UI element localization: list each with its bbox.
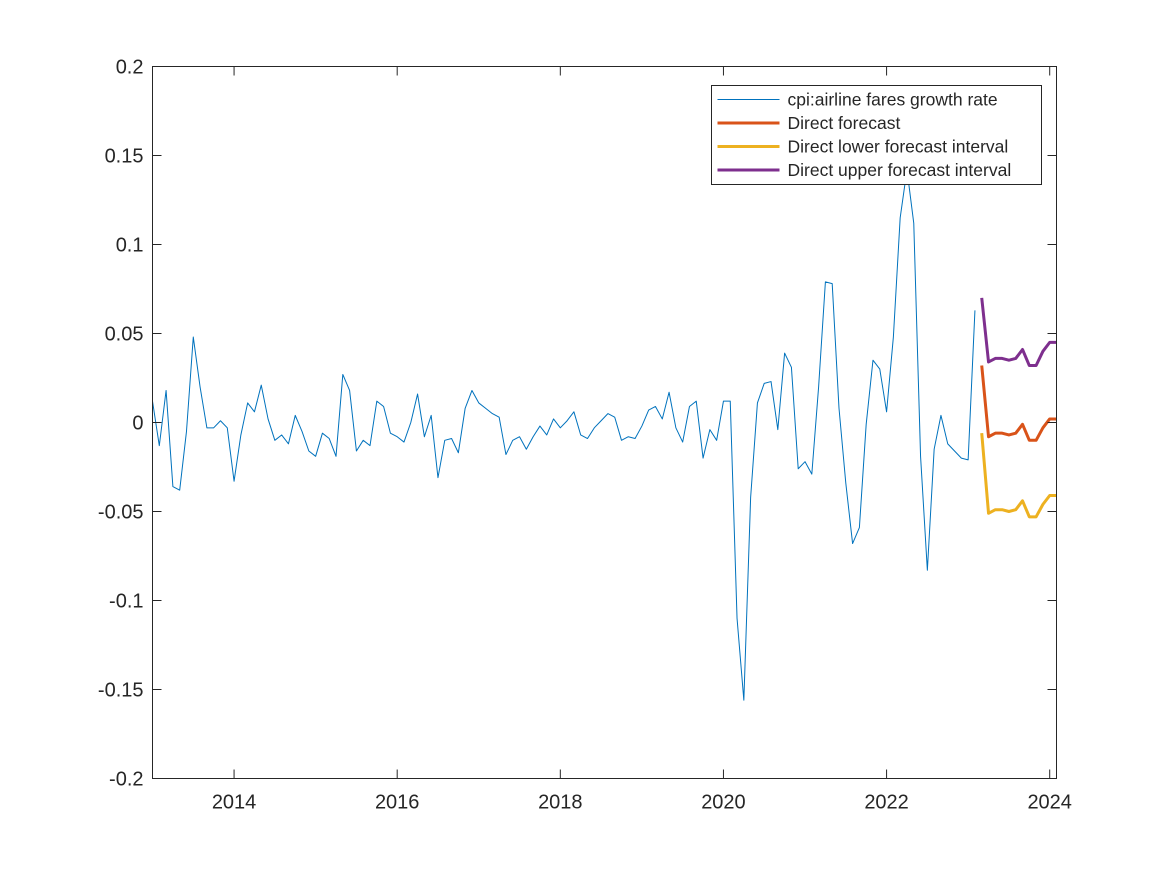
legend-label-3: Direct lower forecast interval	[788, 137, 1009, 157]
axes-layer: -0.2 -0.15 -0.1 -0.05 0 0.05 0.1 0.15 0.2 2014 201…	[98, 57, 1072, 814]
legend-label-4: Direct upper forecast interval	[788, 160, 1012, 180]
x-tick-label: 2024	[1027, 792, 1072, 814]
y-tick-label: -0.2	[109, 769, 143, 791]
legend: cpi:airline fares growth rate Direct fore…	[711, 85, 1042, 185]
x-tick-label: 2022	[864, 792, 909, 814]
y-tick-label: -0.1	[109, 591, 143, 613]
x-tick-label: 2016	[375, 792, 420, 814]
y-tick-label: 0	[132, 413, 143, 435]
series-line-3	[980, 433, 1057, 519]
legend-label-1: cpi:airline fares growth rate	[788, 90, 998, 110]
series-line-2	[980, 365, 1057, 442]
y-tick-label: 0.1	[116, 235, 144, 257]
y-tick-label: 0.15	[105, 146, 144, 168]
x-tick-label: 2018	[538, 792, 583, 814]
y-tick-label: -0.05	[98, 502, 144, 524]
x-tick-label: 2020	[701, 792, 746, 814]
y-tick-label: 0.2	[116, 57, 144, 79]
series-line-1	[152, 169, 976, 701]
series-line-4	[980, 297, 1057, 368]
y-tick-label: 0.05	[105, 324, 144, 346]
legend-box	[711, 85, 1042, 185]
y-tick-label: -0.15	[98, 680, 144, 702]
x-tick-label: 2014	[212, 792, 257, 814]
legend-label-2: Direct forecast	[788, 113, 901, 133]
series-layer	[152, 169, 1057, 701]
plot-border	[152, 66, 1057, 779]
